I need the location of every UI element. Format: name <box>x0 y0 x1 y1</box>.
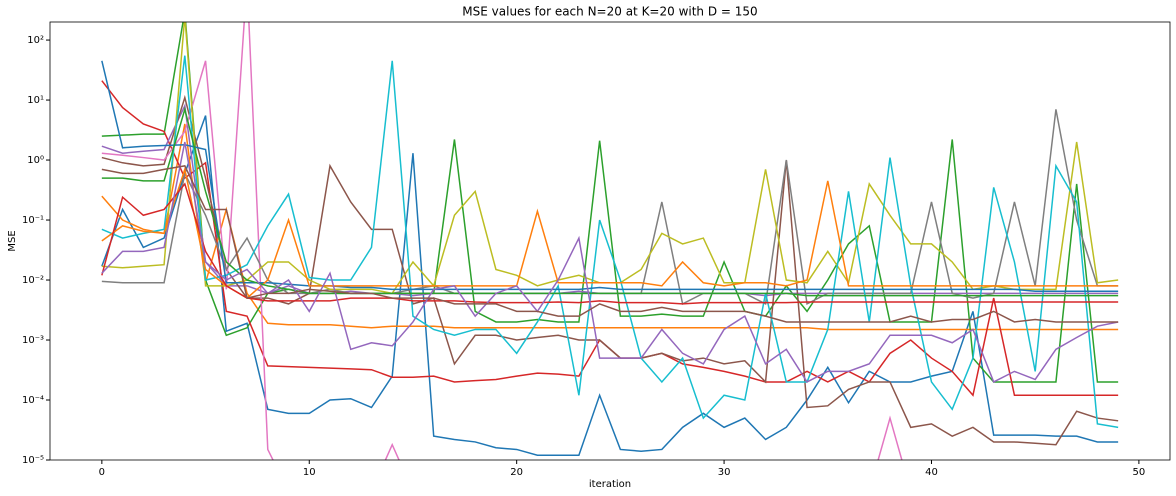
x-tick-label: 50 <box>1133 467 1146 478</box>
y-tick-label: 10⁻⁴ <box>22 395 44 406</box>
series-line <box>101 123 1119 331</box>
x-tick-label: 30 <box>718 467 731 478</box>
series-line <box>101 165 1119 323</box>
y-tick-label: 10² <box>27 35 44 46</box>
x-tick-label: 0 <box>99 467 105 478</box>
series-line <box>101 115 1119 456</box>
chart-title: MSE values for each N=20 at K=20 with D … <box>462 5 757 19</box>
y-tick-label: 10⁻³ <box>22 335 44 346</box>
y-tick-label: 10⁻⁵ <box>22 455 44 466</box>
y-tick-label: 10⁻² <box>22 275 44 286</box>
y-tick-label: 10¹ <box>27 95 44 106</box>
series-line <box>101 106 1119 297</box>
series-line <box>101 60 1119 292</box>
series-line <box>101 22 1119 383</box>
x-tick-label: 10 <box>303 467 316 478</box>
y-axis-label: MSE <box>7 230 18 251</box>
series-line <box>101 166 1119 300</box>
x-axis-label: iteration <box>589 479 631 490</box>
y-tick-label: 10⁰ <box>27 155 44 166</box>
x-tick-label: 20 <box>510 467 523 478</box>
series-line <box>101 141 1119 383</box>
series-line <box>101 182 1119 305</box>
series-line <box>101 55 1119 429</box>
plot-frame <box>49 21 1171 461</box>
plot-lines <box>101 22 1119 460</box>
series-line <box>101 22 903 460</box>
y-tick-label: 10⁻¹ <box>22 215 44 226</box>
series-line <box>101 94 1119 446</box>
x-tick-label: 40 <box>925 467 938 478</box>
